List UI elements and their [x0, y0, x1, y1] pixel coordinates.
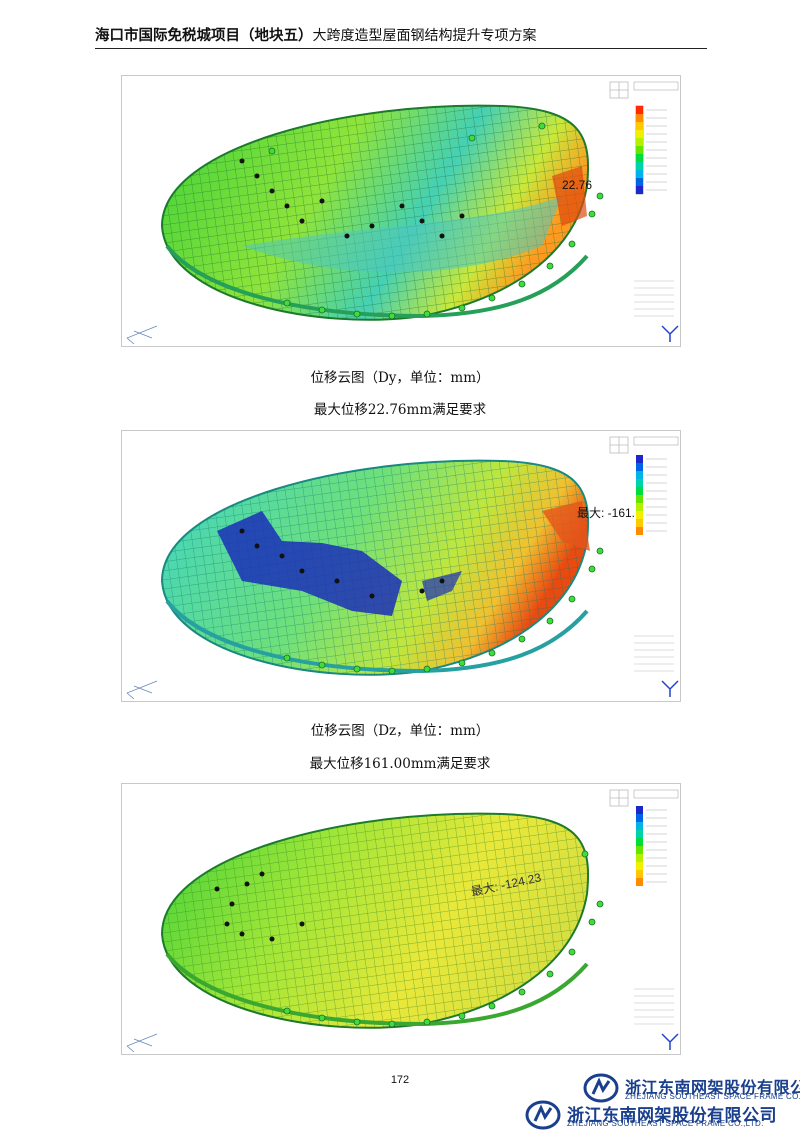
support-nodes — [268, 122, 604, 320]
header-title-rest: 大跨度造型屋面钢结构提升专项方案 — [312, 28, 537, 44]
dy-contour-plot: 22.76 — [126, 81, 679, 345]
axis-triad-icon — [126, 1033, 158, 1053]
page-header: 海口市国际免税城项目（地块五）大跨度造型屋面钢结构提升专项方案 — [95, 20, 707, 49]
figure-2-caption: 位移云图（Dz，单位：mm） — [310, 723, 490, 739]
dz-contour-plot: 最大: -161. — [126, 436, 679, 700]
axis-triad-icon — [126, 325, 158, 345]
axis-triad-icon — [126, 680, 158, 700]
legend — [633, 436, 679, 697]
figure-displacement-contour-3: 最大: -124.23 — [121, 783, 681, 1055]
page-number: 172 — [390, 1074, 410, 1086]
company-name-cn: 浙江东南网架股份有限公司 — [567, 1106, 777, 1125]
figure-dy-contour: 22.76 — [121, 75, 681, 347]
legend — [633, 789, 679, 1050]
company-mark-icon — [583, 1073, 619, 1103]
contour-plot-3: 最大: -124.23 — [126, 789, 679, 1053]
company-logo-1: 浙江东南网架股份有限公司 ZHEJIANG SOUTHEAST SPACE FR… — [583, 1073, 800, 1103]
company-mark-icon — [525, 1100, 561, 1130]
company-name-en: ZHEJIANG SOUTHEAST SPACE FRAME CO.,LTD. — [567, 1119, 764, 1128]
figure-dz-contour: 最大: -161. — [121, 430, 681, 702]
figure-1-note: 最大位移22.76mm满足要求 — [313, 402, 487, 418]
company-name-cn: 浙江东南网架股份有限公司 — [625, 1080, 800, 1097]
company-logo-2: 浙江东南网架股份有限公司 ZHEJIANG SOUTHEAST SPACE FR… — [525, 1100, 795, 1130]
max-displacement-label: 22.76 — [562, 178, 592, 192]
legend — [633, 81, 679, 342]
figure-1-caption: 位移云图（Dy，单位：mm） — [310, 370, 490, 386]
view-cube-icon — [609, 81, 629, 99]
view-cube-icon — [609, 436, 629, 454]
figure-2-note: 最大位移161.00mm满足要求 — [309, 756, 491, 772]
company-name-en: ZHEJIANG SOUTHEAST SPACE FRAME CO.,LTD. — [625, 1092, 800, 1101]
header-title-bold: 海口市国际免税城项目（地块五） — [95, 28, 313, 44]
view-cube-icon — [609, 789, 629, 807]
max-displacement-label: 最大: -161. — [577, 506, 635, 520]
